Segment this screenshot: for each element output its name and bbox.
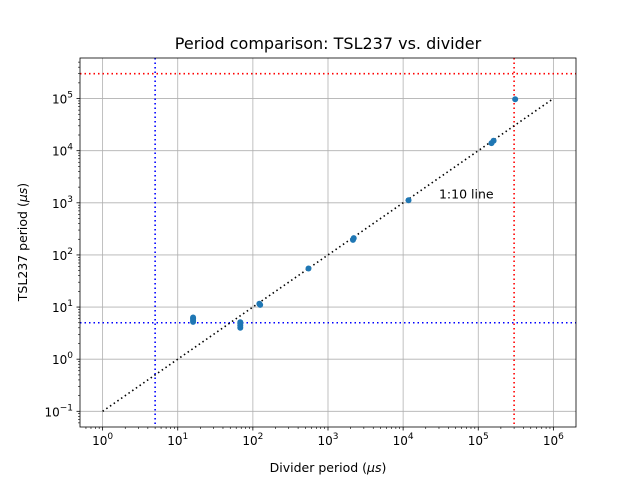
y-tick-base: 10 <box>52 353 67 367</box>
y-tick-exponent: 5 <box>67 91 73 101</box>
x-tick-label: 100 <box>92 432 113 448</box>
y-tick-label: 10−1 <box>44 403 73 419</box>
reference-line-annotation: 1:10 line <box>439 187 494 202</box>
threshold-lines <box>80 58 576 427</box>
x-tick-label: 103 <box>317 432 338 448</box>
x-tick-exponent: 2 <box>258 432 264 442</box>
x-tick-base: 10 <box>543 434 558 448</box>
reference-line <box>102 97 554 412</box>
y-axis-label-unit: μs <box>15 187 30 203</box>
x-tick-base: 10 <box>317 434 332 448</box>
x-tick-label: 101 <box>167 432 188 448</box>
x-axis-label-text: Divider period ( <box>270 460 367 475</box>
x-tick-exponent: 1 <box>183 432 189 442</box>
x-tick-base: 10 <box>393 434 408 448</box>
x-axis-label-close: ) <box>381 460 386 475</box>
y-tick-exponent: −1 <box>60 403 73 413</box>
x-tick-base: 10 <box>242 434 257 448</box>
x-axis-ticks: 100 101 102 103 104 105 106 <box>85 427 564 448</box>
data-point <box>512 96 519 103</box>
y-tick-base: 10 <box>52 301 67 315</box>
y-tick-exponent: 3 <box>67 195 73 205</box>
x-tick-label: 102 <box>242 432 263 448</box>
data-point <box>237 319 244 326</box>
x-tick-base: 10 <box>167 434 182 448</box>
x-tick-exponent: 6 <box>558 432 564 442</box>
data-points <box>190 96 519 331</box>
data-point <box>490 137 497 144</box>
x-tick-exponent: 4 <box>408 432 414 442</box>
y-axis-label-text: TSL237 period ( <box>15 202 30 302</box>
data-point <box>256 300 263 307</box>
x-tick-label: 105 <box>468 432 489 448</box>
x-tick-label: 106 <box>543 432 564 448</box>
y-tick-label: 105 <box>52 91 73 107</box>
y-tick-base: 10 <box>52 93 67 107</box>
y-tick-label: 101 <box>52 299 73 315</box>
x-tick-base: 10 <box>468 434 483 448</box>
y-tick-label: 102 <box>52 247 73 263</box>
data-point <box>305 265 312 272</box>
y-axis-label: TSL237 period (μs) <box>15 183 30 302</box>
x-axis-label-unit: μs <box>366 460 382 475</box>
reference-line-group <box>102 97 554 412</box>
data-point <box>190 314 197 321</box>
x-tick-exponent: 5 <box>483 432 489 442</box>
y-tick-base: 10 <box>52 249 67 263</box>
y-tick-exponent: 0 <box>67 351 73 361</box>
data-point <box>405 197 412 204</box>
y-tick-label: 104 <box>52 143 73 159</box>
grid <box>80 58 576 427</box>
y-tick-base: 10 <box>52 197 67 211</box>
y-tick-label: 100 <box>52 351 73 367</box>
x-tick-label: 104 <box>393 432 414 448</box>
data-point <box>350 235 357 242</box>
y-tick-base: 10 <box>52 145 67 159</box>
x-tick-exponent: 3 <box>333 432 339 442</box>
x-tick-exponent: 0 <box>107 432 113 442</box>
chart-title: Period comparison: TSL237 vs. divider <box>175 34 482 53</box>
y-tick-exponent: 1 <box>67 299 73 309</box>
y-tick-exponent: 4 <box>67 143 73 153</box>
y-tick-exponent: 2 <box>67 247 73 257</box>
x-axis-label: Divider period (μs) <box>270 460 387 475</box>
y-tick-base: 10 <box>44 405 59 419</box>
y-tick-label: 103 <box>52 195 73 211</box>
x-tick-base: 10 <box>92 434 107 448</box>
y-axis-label-close: ) <box>15 183 30 188</box>
